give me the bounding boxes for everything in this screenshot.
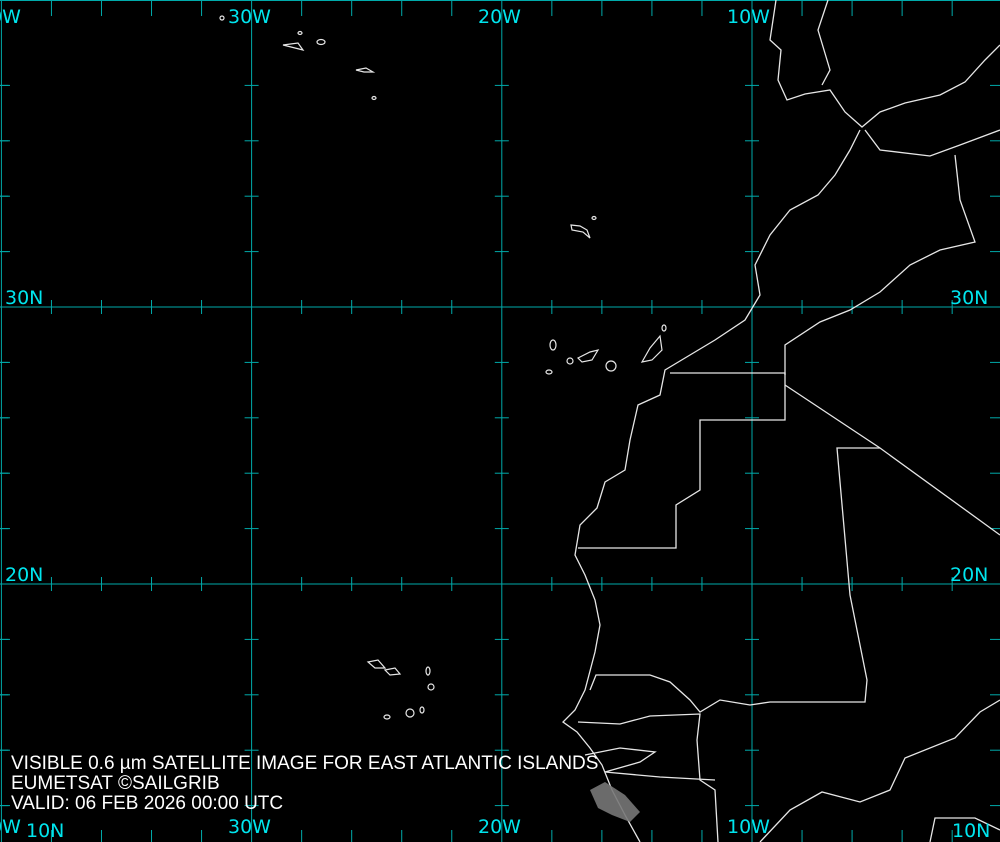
south-border — [929, 817, 1000, 842]
mauritania-border-e — [589, 447, 880, 713]
gambia-guinea-border — [584, 747, 716, 781]
grid-label-top-20w: 20W — [478, 6, 521, 28]
grid-label-right-30n: 30N — [950, 287, 989, 309]
grid-label-top-40w: 40W — [0, 6, 21, 28]
bissagos-cloud — [590, 782, 640, 822]
grid-label-right-10n: 10N — [952, 820, 991, 842]
grid-label-left-20n: 20N — [5, 564, 44, 586]
grid-label-top-30w: 30W — [228, 6, 271, 28]
grid-label-left-30n: 30N — [5, 287, 44, 309]
coastlines — [561, 0, 1000, 842]
mali-border — [759, 699, 1000, 842]
grid-label-bottom-10w: 10W — [727, 816, 770, 838]
grid-label-bottom-40w: 40W — [0, 816, 21, 838]
islands — [219, 15, 667, 720]
morocco-med-coast — [864, 129, 1000, 157]
grid-label-right-20n: 20N — [950, 564, 989, 586]
grid-label-bottom-30w: 30W — [228, 816, 271, 838]
algeria-morocco-border — [784, 154, 976, 375]
grid-label-left-10n: 10N — [26, 820, 65, 842]
grid-label-bottom-20w: 20W — [478, 816, 521, 838]
mauritania-border-ne — [784, 384, 1000, 536]
iberia-coast — [769, 0, 1000, 128]
caption-title: VISIBLE 0.6 µm SATELLITE IMAGE FOR EAST … — [11, 753, 599, 774]
caption-valid-time: VALID: 06 FEB 2026 00:00 UTC — [11, 793, 284, 814]
senegal-border — [577, 713, 719, 842]
caption-credit: EUMETSAT ©SAILGRIB — [11, 773, 220, 794]
spain-border — [817, 0, 831, 86]
western-sahara-border — [578, 372, 786, 549]
grid-label-top-10w: 10W — [727, 6, 770, 28]
africa-west-coast — [561, 129, 861, 842]
